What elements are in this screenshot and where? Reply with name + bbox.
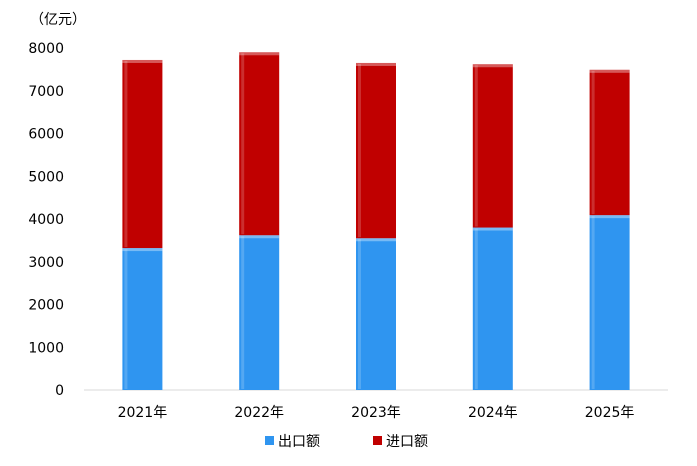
y-tick-label: 0 (55, 383, 64, 399)
bar-export (472, 227, 513, 390)
bar-export (356, 238, 396, 390)
bar-export-group (122, 248, 163, 390)
x-tick-label: 2025年 (585, 405, 635, 421)
y-tick-label: 2000 (28, 298, 64, 314)
bar-import-highlight (124, 60, 128, 248)
bar-import-highlight (358, 63, 361, 238)
bar-import-highlight (474, 65, 478, 227)
bar-import (239, 52, 280, 236)
bar-export-cap (589, 215, 630, 219)
bar-export-cap (239, 235, 280, 239)
bar-import-cap (122, 59, 163, 63)
y-tick-label: 3000 (28, 255, 64, 271)
legend-item: 出口额 (265, 434, 320, 450)
legend-item: 进口额 (373, 434, 428, 450)
bar-export-group (356, 238, 396, 390)
bar-export-group (239, 235, 280, 390)
legend-label: 出口额 (278, 434, 320, 450)
legend: 出口额 进口额 (265, 434, 428, 450)
x-tick-label: 2022年 (234, 405, 284, 421)
bar-import-group (472, 64, 513, 228)
bar-import-highlight (591, 70, 595, 215)
x-axis: 2021年 2022年 2023年 2024年 2025年 (118, 405, 635, 421)
bar-import-cap (589, 69, 630, 73)
bar-export-cap (472, 227, 513, 231)
bar-import (122, 59, 163, 249)
bar-import-group (239, 52, 280, 236)
y-tick-label: 6000 (28, 127, 64, 143)
bar-import (472, 64, 513, 228)
bar-export-cap (122, 248, 163, 252)
x-tick-label: 2021年 (118, 405, 168, 421)
legend-label: 进口额 (386, 434, 428, 450)
bar-import-group (589, 69, 630, 216)
y-tick-label: 4000 (28, 212, 64, 228)
bar-import-group (122, 59, 163, 249)
bar-import (589, 69, 630, 216)
bar-export-highlight (591, 216, 595, 389)
x-tick-label: 2024年 (468, 405, 518, 421)
bar-import-group (356, 62, 396, 239)
y-axis-unit-label: （亿元） (30, 12, 86, 28)
y-axis: 0 1000 2000 3000 4000 5000 6000 7000 8000 (28, 41, 64, 399)
bar-export-highlight (474, 228, 478, 389)
y-tick-label: 8000 (28, 41, 64, 57)
y-tick-label: 1000 (28, 340, 64, 356)
bar-import-highlight (241, 53, 245, 235)
legend-swatch (373, 436, 382, 445)
bar-export-group (589, 215, 630, 390)
bar-export (589, 215, 630, 390)
bar-export-group (472, 227, 513, 390)
bar-import-cap (472, 64, 513, 68)
bar-export-highlight (241, 236, 245, 389)
bar-import (356, 62, 396, 239)
bar-import-cap (239, 52, 280, 56)
bar-export-cap (356, 238, 396, 242)
bars (122, 52, 630, 390)
y-tick-label: 7000 (28, 84, 64, 100)
bar-export (239, 235, 280, 390)
bar-export-highlight (124, 249, 128, 389)
bar-export (122, 248, 163, 390)
x-tick-label: 2023年 (351, 405, 401, 421)
bar-export-highlight (358, 239, 361, 389)
legend-swatch (265, 436, 274, 445)
y-tick-label: 5000 (28, 169, 64, 185)
bar-import-cap (356, 62, 396, 66)
